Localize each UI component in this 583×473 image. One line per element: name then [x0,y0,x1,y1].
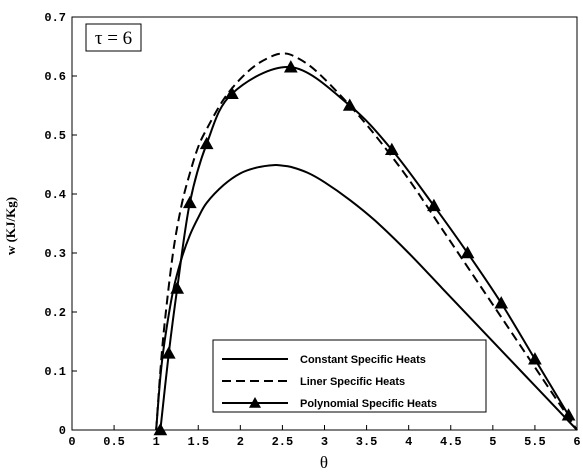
series-point [494,296,509,309]
y-axis-label: w (KJ/Kg) [3,197,18,255]
x-tick-label: 1 [153,435,160,449]
series-layer [153,52,578,436]
legend-box [212,339,487,413]
legend-label: Polynomial Specific Heats [300,398,437,410]
y-tick-label: 0 [59,424,66,438]
x-tick-label: 2.5 [272,435,294,449]
series-point [384,142,399,156]
y-ticks: 0 0.1 0.2 0.3 0.4 0.5 0.6 0.7 [44,11,77,438]
series-point [153,422,168,436]
x-tick-label: 4.5 [440,435,462,449]
y-tick-label: 0.7 [44,11,66,25]
x-tick-label: 3.5 [356,435,378,449]
x-ticks: 0 0.5 1 1.5 2 2.5 3 3.5 4 4.5 5 5.5 6 [68,425,581,449]
series-point [161,346,176,359]
series-point [225,86,239,99]
x-tick-label: 0.5 [103,435,125,449]
y-tick-label: 0.1 [44,365,66,379]
series-point [342,98,357,111]
y-tick-label: 0.6 [44,70,66,84]
series-point [182,195,197,209]
series-point [561,408,576,421]
y-tick-label: 0.2 [44,306,66,320]
x-tick-label: 5 [489,435,496,449]
x-tick-label: 6 [573,435,580,449]
x-tick-label: 4 [405,435,412,449]
x-tick-label: 3 [321,435,328,449]
legend-label: Constant Specific Heats [300,354,426,366]
y-tick-label: 0.3 [44,247,66,261]
x-tick-label: 0 [68,435,75,449]
annotation-box: τ = 6 [85,23,142,52]
annotation-text: τ = 6 [95,28,132,49]
y-tick-label: 0.5 [44,129,66,143]
y-tick-label: 0.4 [44,188,66,202]
legend-label: Liner Specific Heats [300,376,405,388]
x-axis-label: θ [320,453,328,472]
x-tick-label: 2 [237,435,244,449]
x-tick-label: 1.5 [187,435,209,449]
legend-marker [249,397,261,408]
series-point [283,60,298,73]
series-point [199,136,214,150]
series-point [427,198,441,212]
series-point [460,245,475,259]
series-line-2 [155,52,578,431]
series-point [170,281,185,294]
series-point [528,352,542,365]
x-tick-label: 5.5 [524,435,546,449]
legend: Constant Specific Heats Liner Specific He… [212,339,487,413]
